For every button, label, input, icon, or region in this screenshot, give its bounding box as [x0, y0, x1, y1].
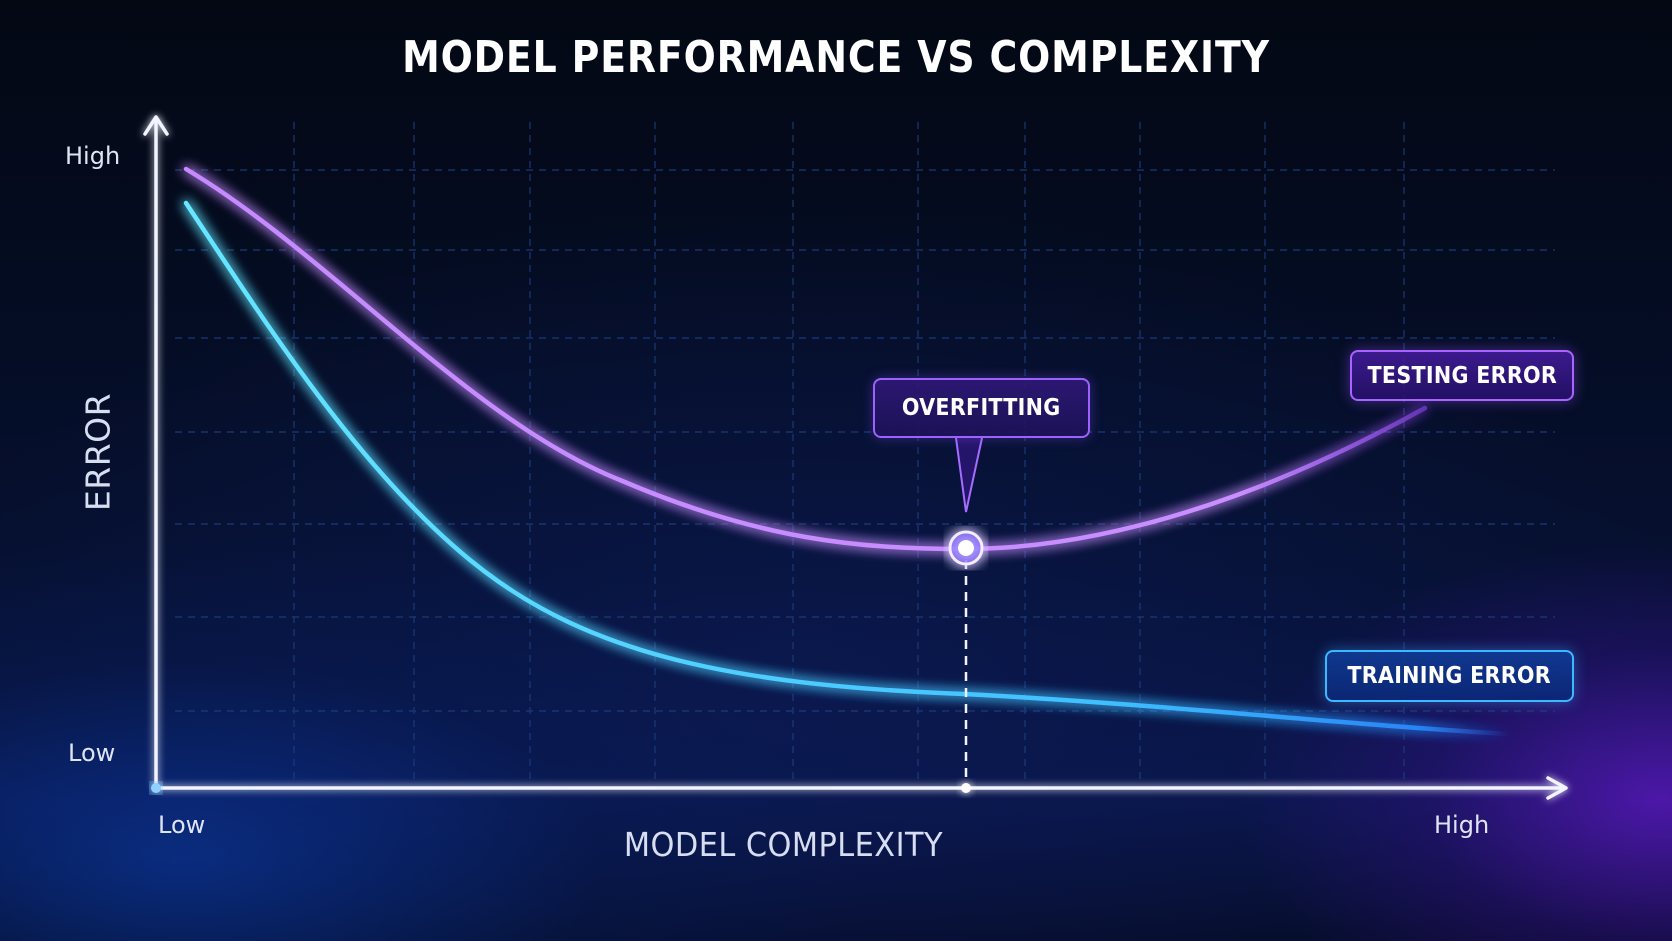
training-error-line [183, 200, 1513, 737]
axes [143, 115, 1568, 800]
testing-error-line [183, 166, 1428, 552]
x-axis-low-label: Low [158, 811, 206, 839]
y-axis-high-label: High [65, 142, 121, 170]
x-axis-high-label: High [1434, 811, 1490, 839]
overfitting-point-marker [948, 530, 984, 566]
y-axis-low-label: Low [68, 739, 116, 767]
y-axis-title: ERROR [78, 392, 118, 512]
origin-glow [151, 783, 161, 793]
x-axis-title: MODEL COMPLEXITY [623, 825, 943, 864]
overfitting-callout: OVERFITTING [873, 378, 1090, 438]
training-error-legend-label: TRAINING ERROR [1325, 650, 1574, 702]
chart-title: MODEL PERFORMANCE VS COMPLEXITY [402, 32, 1270, 83]
testing-error-legend-label: TESTING ERROR [1350, 350, 1574, 401]
x-axis-marker-dot [961, 783, 971, 793]
